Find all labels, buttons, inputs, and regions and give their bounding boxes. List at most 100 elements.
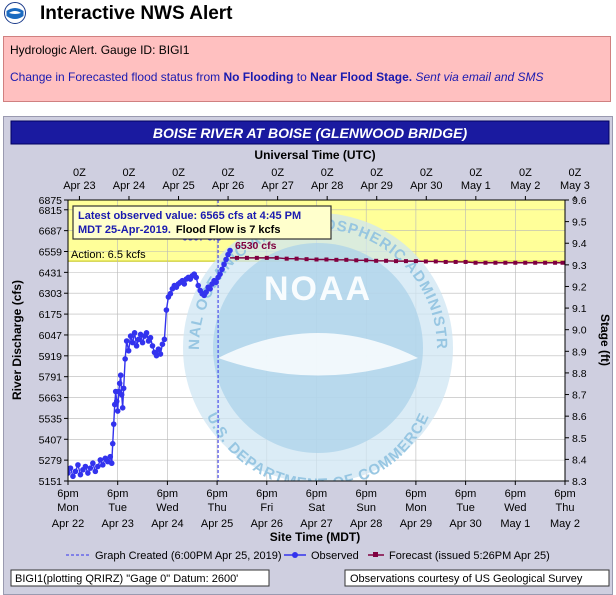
y-left-tick-label: 5663: [39, 393, 63, 405]
x-bottom-tick-time: 6pm: [107, 488, 128, 500]
forecast-point: [284, 256, 289, 261]
observed-point: [125, 347, 132, 354]
observed-point: [85, 470, 91, 476]
observed-point: [118, 391, 125, 398]
forecast-point: [553, 260, 558, 265]
x-bottom-tick-day: Thu: [556, 502, 575, 514]
observed-point: [217, 271, 223, 277]
y-right-tick-label: 9.2: [572, 281, 587, 293]
x-bottom-tick-date: Apr 24: [151, 518, 183, 530]
x-top-tick-date: Apr 23: [63, 180, 95, 192]
x-bottom-tick-time: 6pm: [505, 488, 526, 500]
forecast-point: [314, 257, 319, 262]
x-bottom-tick-date: Apr 29: [400, 518, 432, 530]
observed-point: [92, 468, 99, 475]
observed-point: [227, 247, 233, 254]
observed-point: [82, 463, 89, 470]
x-bottom-tick-date: May 1: [500, 518, 530, 530]
footer-datum: BIGI1(plotting QRIRZ) "Gage 0" Datum: 26…: [15, 573, 238, 585]
x-top-tick-time: 0Z: [469, 167, 482, 179]
x-bottom-tick-date: Apr 22: [52, 518, 84, 530]
x-bottom-tick-time: 6pm: [455, 488, 476, 500]
x-top-tick-time: 0Z: [519, 167, 532, 179]
forecast-point: [533, 260, 538, 265]
top-axis-title: Universal Time (UTC): [254, 148, 375, 162]
x-bottom-tick-day: Mon: [405, 502, 426, 514]
observed-point: [116, 380, 123, 387]
observed-point: [159, 341, 166, 348]
x-top-tick-date: Apr 26: [212, 180, 244, 192]
y-right-tick-label: 8.4: [572, 454, 587, 466]
observed-point: [163, 307, 170, 313]
x-top-tick-time: 0Z: [271, 167, 284, 179]
observed-point: [161, 336, 168, 343]
observed-point: [120, 385, 127, 392]
forecast-point: [334, 257, 339, 262]
alert-from-status: No Flooding: [223, 70, 294, 84]
x-top-tick-date: Apr 24: [113, 180, 145, 192]
x-top-tick-date: May 1: [461, 180, 491, 192]
y-left-tick-label: 6687: [39, 226, 63, 238]
observed-point: [213, 279, 219, 286]
forecast-point: [453, 259, 458, 264]
forecast-point: [374, 258, 379, 263]
forecast-point: [560, 260, 565, 265]
y-left-tick-label: 6303: [39, 288, 63, 300]
y-right-tick-label: 8.6: [572, 411, 587, 423]
observed-point: [68, 465, 74, 471]
observed-point: [129, 339, 136, 346]
y-left-tick-label: 6431: [39, 267, 63, 279]
watermark-noaa-text: NOAA: [264, 270, 372, 308]
observed-point: [117, 372, 124, 379]
alert-to-status: Near Flood Stage.: [310, 70, 413, 84]
y-left-tick-label: 5791: [39, 372, 63, 384]
observed-point: [135, 336, 142, 343]
observed-point: [221, 261, 227, 268]
x-top-tick-time: 0Z: [569, 167, 582, 179]
observed-point: [127, 333, 134, 339]
footer-source-box: [344, 569, 610, 587]
y-right-tick-label: 9.4: [572, 238, 587, 250]
observed-point: [75, 462, 81, 468]
alert-status-line: Change in Forecasted flood status from N…: [10, 70, 544, 84]
x-top-tick-date: May 3: [560, 180, 590, 192]
observed-point: [122, 356, 128, 362]
y-right-tick-label: 9.1: [572, 303, 587, 315]
observed-point: [114, 408, 121, 414]
x-top-tick-date: Apr 30: [410, 180, 442, 192]
footer-datum-box: [10, 569, 270, 587]
alert-delivery: Sent via email and SMS: [412, 70, 544, 84]
x-bottom-tick-time: 6pm: [256, 488, 277, 500]
page-header: Interactive NWS Alert: [0, 0, 616, 30]
x-bottom-tick-time: 6pm: [157, 488, 178, 500]
x-bottom-tick-date: Apr 30: [449, 518, 481, 530]
alert-gauge-line: Hydrologic Alert. Gauge ID: BIGI1: [10, 43, 190, 57]
forecast-point: [443, 259, 448, 264]
y-left-tick-label: 5535: [39, 413, 63, 425]
observed-point: [133, 343, 140, 349]
x-top-tick-time: 0Z: [321, 167, 334, 179]
y-right-tick-label: 9.3: [572, 260, 587, 272]
observed-point: [223, 256, 229, 263]
noaa-logo-icon: [4, 2, 26, 24]
alert-prefix: Change in Forecasted flood status from: [10, 70, 224, 84]
forecast-point: [423, 259, 428, 264]
annotation-flood: Flood Flow is 7 kcfs: [176, 224, 281, 236]
page-title: Interactive NWS Alert: [40, 3, 233, 24]
observed-point: [99, 462, 106, 468]
forecast-point: [234, 255, 239, 260]
y-right-tick-label: 9.5: [572, 217, 587, 229]
observed-point: [109, 440, 116, 447]
forecast-point: [503, 260, 508, 265]
x-top-tick-date: Apr 29: [361, 180, 393, 192]
y-left-tick-label: 5919: [39, 351, 63, 363]
observed-point: [107, 453, 114, 460]
y-left-tick-label: 6175: [39, 309, 63, 321]
y-left-tick-label: 6875: [39, 195, 63, 207]
y-right-tick-label: 9.6: [572, 195, 587, 207]
observed-point: [143, 330, 150, 336]
observed-point: [207, 286, 213, 292]
forecast-point: [364, 258, 369, 263]
x-top-tick-time: 0Z: [222, 167, 235, 179]
